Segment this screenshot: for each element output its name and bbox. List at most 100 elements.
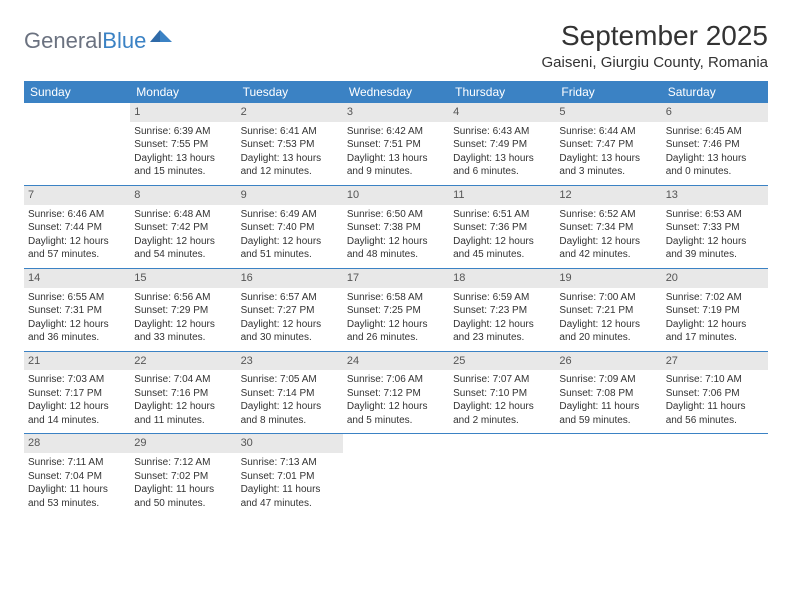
day-number: 8 xyxy=(130,186,236,205)
day-number: 26 xyxy=(555,352,661,371)
day-cell-empty xyxy=(343,434,449,516)
weekday-label: Sunday xyxy=(24,81,130,103)
sunrise-text: Sunrise: 6:49 AM xyxy=(241,208,339,222)
sunset-text: Sunset: 7:10 PM xyxy=(453,387,551,401)
day-number: 9 xyxy=(237,186,343,205)
day-number: 12 xyxy=(555,186,661,205)
sunset-text: Sunset: 7:55 PM xyxy=(134,138,232,152)
sunset-text: Sunset: 7:46 PM xyxy=(666,138,764,152)
day-cell: 10Sunrise: 6:50 AMSunset: 7:38 PMDayligh… xyxy=(343,186,449,268)
weekday-label: Friday xyxy=(555,81,661,103)
day-number: 20 xyxy=(662,269,768,288)
week-row: 1 Sunrise: 6:39 AMSunset: 7:55 PM Daylight… xyxy=(24,103,768,186)
day-cell: 19Sunrise: 7:00 AMSunset: 7:21 PMDayligh… xyxy=(555,269,661,351)
month-title: September 2025 xyxy=(542,20,769,52)
daylight-text: Daylight: 12 hours and 39 minutes. xyxy=(666,235,764,262)
sunset-text: Sunset: 7:14 PM xyxy=(241,387,339,401)
day-number: 27 xyxy=(662,352,768,371)
sunset-text: Sunset: 7:19 PM xyxy=(666,304,764,318)
sunset-text: Sunset: 7:16 PM xyxy=(134,387,232,401)
day-cell: 21Sunrise: 7:03 AMSunset: 7:17 PMDayligh… xyxy=(24,352,130,434)
sunrise-text: Sunrise: 7:04 AM xyxy=(134,373,232,387)
sunrise-text: Sunrise: 7:03 AM xyxy=(28,373,126,387)
weekday-label: Tuesday xyxy=(237,81,343,103)
logo-mark-icon xyxy=(150,22,172,48)
sunset-text: Sunset: 7:21 PM xyxy=(559,304,657,318)
daylight-text: Daylight: 12 hours and 23 minutes. xyxy=(453,318,551,345)
daylight-text: Daylight: 12 hours and 30 minutes. xyxy=(241,318,339,345)
day-number: 22 xyxy=(130,352,236,371)
sunset-text: Sunset: 7:49 PM xyxy=(453,138,551,152)
day-cell: 29Sunrise: 7:12 AMSunset: 7:02 PMDayligh… xyxy=(130,434,236,516)
day-cell: 6Sunrise: 6:45 AMSunset: 7:46 PMDaylight… xyxy=(662,103,768,185)
day-number: 18 xyxy=(449,269,555,288)
sunrise-text: Sunrise: 6:42 AM xyxy=(347,125,445,139)
day-cell: 18 Sunrise: 6:59 AMSunset: 7:23 PMDayligh… xyxy=(449,269,555,351)
daylight-text: Daylight: 11 hours and 59 minutes. xyxy=(559,400,657,427)
sunset-text: Sunset: 7:08 PM xyxy=(559,387,657,401)
day-number: 24 xyxy=(343,352,449,371)
sunrise-text: Sunrise: 6:46 AM xyxy=(28,208,126,222)
sunrise-text: Sunrise: 7:02 AM xyxy=(666,291,764,305)
header: GeneralBlue September 2025 Gaiseni, Giur… xyxy=(24,20,768,71)
sunset-text: Sunset: 7:33 PM xyxy=(666,221,764,235)
day-number: 3 xyxy=(343,103,449,122)
sunset-text: Sunset: 7:42 PM xyxy=(134,221,232,235)
day-cell: 3 Sunrise: 6:42 AMSunset: 7:51 PMDaylight… xyxy=(343,103,449,185)
day-cell: 8Sunrise: 6:48 AMSunset: 7:42 PMDaylight… xyxy=(130,186,236,268)
day-cell: 14Sunrise: 6:55 AMSunset: 7:31 PMDayligh… xyxy=(24,269,130,351)
sunset-text: Sunset: 7:23 PM xyxy=(453,304,551,318)
sunset-text: Sunset: 7:34 PM xyxy=(559,221,657,235)
sunrise-text: Sunrise: 6:56 AM xyxy=(134,291,232,305)
day-cell: 7Sunrise: 6:46 AMSunset: 7:44 PMDaylight… xyxy=(24,186,130,268)
location-label: Gaiseni, Giurgiu County, Romania xyxy=(542,54,769,71)
day-number: 19 xyxy=(555,269,661,288)
brand-part1: General xyxy=(24,28,102,54)
daylight-text: Daylight: 12 hours and 2 minutes. xyxy=(453,400,551,427)
sunset-text: Sunset: 7:44 PM xyxy=(28,221,126,235)
sunset-text: Sunset: 7:06 PM xyxy=(666,387,764,401)
sunrise-text: Sunrise: 6:57 AM xyxy=(241,291,339,305)
sunrise-text: Sunrise: 7:07 AM xyxy=(453,373,551,387)
day-number: 7 xyxy=(24,186,130,205)
day-cell: 4Sunrise: 6:43 AMSunset: 7:49 PMDaylight… xyxy=(449,103,555,185)
sunset-text: Sunset: 7:27 PM xyxy=(241,304,339,318)
weekday-label: Saturday xyxy=(662,81,768,103)
day-cell-empty xyxy=(555,434,661,516)
sunset-text: Sunset: 7:36 PM xyxy=(453,221,551,235)
day-number: 25 xyxy=(449,352,555,371)
day-number: 17 xyxy=(343,269,449,288)
sunrise-text: Sunrise: 7:06 AM xyxy=(347,373,445,387)
weeks-container: 1 Sunrise: 6:39 AMSunset: 7:55 PM Daylight… xyxy=(24,103,768,516)
sunrise-text: Sunrise: 6:41 AM xyxy=(241,125,339,139)
sunset-text: Sunset: 7:01 PM xyxy=(241,470,339,484)
sunset-text: Sunset: 7:29 PM xyxy=(134,304,232,318)
day-number: 10 xyxy=(343,186,449,205)
sunrise-text: Sunrise: 7:13 AM xyxy=(241,456,339,470)
daylight-text: Daylight: 13 hours and 12 minutes. xyxy=(241,152,339,179)
day-number: 2 xyxy=(237,103,343,122)
sunset-text: Sunset: 7:02 PM xyxy=(134,470,232,484)
daylight-text: Daylight: 12 hours and 54 minutes. xyxy=(134,235,232,262)
day-cell-empty xyxy=(662,434,768,516)
daylight-text: Daylight: 13 hours and 9 minutes. xyxy=(347,152,445,179)
title-block: September 2025 Gaiseni, Giurgiu County, … xyxy=(542,20,769,71)
sunrise-text: Sunrise: 7:11 AM xyxy=(28,456,126,470)
day-cell: 30Sunrise: 7:13 AMSunset: 7:01 PMDayligh… xyxy=(237,434,343,516)
day-cell: 22Sunrise: 7:04 AMSunset: 7:16 PMDayligh… xyxy=(130,352,236,434)
daylight-text: Daylight: 11 hours and 56 minutes. xyxy=(666,400,764,427)
day-number: 5 xyxy=(555,103,661,122)
sunset-text: Sunset: 7:47 PM xyxy=(559,138,657,152)
day-number: 21 xyxy=(24,352,130,371)
sunset-text: Sunset: 7:51 PM xyxy=(347,138,445,152)
sunrise-text: Sunrise: 7:09 AM xyxy=(559,373,657,387)
sunrise-text: Sunrise: 6:39 AM xyxy=(134,125,232,139)
sunrise-text: Sunrise: 6:59 AM xyxy=(453,291,551,305)
sunset-text: Sunset: 7:53 PM xyxy=(241,138,339,152)
sunrise-text: Sunrise: 7:05 AM xyxy=(241,373,339,387)
day-cell: 12Sunrise: 6:52 AMSunset: 7:34 PMDayligh… xyxy=(555,186,661,268)
day-number: 28 xyxy=(24,434,130,453)
day-cell: 16Sunrise: 6:57 AMSunset: 7:27 PMDayligh… xyxy=(237,269,343,351)
day-number: 1 xyxy=(130,103,236,122)
day-number: 4 xyxy=(449,103,555,122)
